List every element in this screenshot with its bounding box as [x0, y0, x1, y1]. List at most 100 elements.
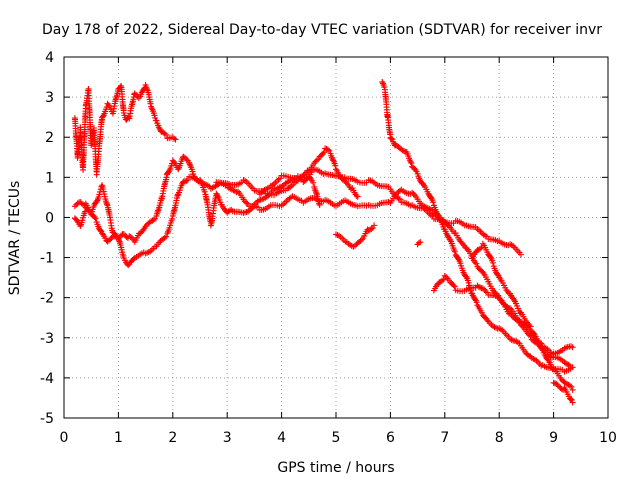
series-track-a [71, 81, 179, 178]
data-point [479, 268, 486, 275]
data-point [182, 154, 189, 161]
data-point [186, 161, 193, 168]
data-point [324, 146, 331, 153]
data-point [505, 310, 512, 317]
data-point [379, 78, 386, 85]
y-tick-label: 1 [45, 170, 54, 186]
data-point [184, 177, 191, 184]
data-point [148, 105, 155, 112]
axis-ticks [63, 56, 609, 419]
series-track-i [469, 240, 576, 393]
data-point [369, 225, 376, 232]
x-tick-label: 1 [114, 430, 123, 446]
data-point [569, 344, 576, 351]
data-point [399, 147, 406, 154]
data-point [417, 239, 424, 246]
data-point [451, 248, 458, 255]
data-point [526, 322, 533, 329]
x-tick-label: 3 [223, 430, 232, 446]
data-point [342, 178, 349, 185]
series-track-h [430, 272, 576, 358]
data-point [353, 192, 360, 199]
data-point [477, 284, 484, 291]
y-tick-label: 2 [45, 130, 54, 146]
data-point [420, 180, 427, 187]
data-point [441, 272, 448, 279]
x-axis-label: GPS time / hours [277, 460, 394, 476]
x-tick-label: 4 [277, 430, 286, 446]
data-point [104, 100, 111, 107]
series-track-j [550, 379, 576, 406]
data-point [562, 360, 569, 367]
data-point [450, 282, 457, 289]
data-point [553, 380, 560, 387]
data-point [169, 215, 176, 222]
data-point [381, 84, 388, 91]
data-point [407, 158, 414, 165]
series-track-e [256, 166, 524, 258]
data-point [243, 199, 250, 206]
data-point [99, 113, 106, 120]
data-point [152, 215, 159, 222]
data-point [504, 303, 511, 310]
y-tick-label: -1 [40, 251, 54, 267]
data-point [473, 260, 480, 267]
data-point [566, 382, 573, 389]
data-point [228, 206, 235, 213]
data-point [389, 136, 396, 143]
data-point [105, 237, 112, 244]
series-track-k [414, 239, 424, 248]
data-point [569, 386, 576, 393]
data-point [479, 285, 486, 292]
data-point [201, 188, 208, 195]
data-point [313, 157, 320, 164]
data-point [565, 361, 572, 368]
data-point [567, 396, 574, 403]
data-point [183, 177, 190, 184]
data-point [484, 317, 491, 324]
data-point [507, 305, 514, 312]
data-point [395, 195, 402, 202]
data-point [569, 364, 576, 371]
data-point [388, 135, 395, 142]
data-point [415, 239, 422, 246]
data-point [310, 179, 317, 186]
data-point [326, 147, 333, 154]
series-track-g [333, 222, 378, 250]
data-point [150, 216, 157, 223]
data-point [171, 135, 178, 142]
data-point [514, 302, 521, 309]
y-tick-label: -2 [40, 291, 54, 307]
data-point [530, 330, 537, 337]
series-track-b [71, 145, 361, 269]
y-tick-label: 3 [45, 90, 54, 106]
data-point [475, 283, 482, 290]
data-point [526, 331, 533, 338]
y-tick-label: -5 [40, 411, 54, 427]
data-point [481, 286, 488, 293]
data-point [163, 233, 169, 240]
data-point [330, 157, 337, 164]
y-tick-label: 4 [45, 50, 54, 66]
data-point [226, 207, 233, 214]
data-point [321, 149, 328, 156]
data-point [439, 277, 446, 284]
x-tick-label: 5 [332, 430, 341, 446]
x-tick-label: 9 [549, 430, 558, 446]
data-point [135, 94, 142, 101]
x-tick-label: 0 [60, 430, 69, 446]
data-point [214, 191, 221, 198]
data-point [161, 234, 168, 241]
data-point [241, 198, 248, 205]
y-tick-label: 0 [45, 210, 54, 226]
data-point [91, 213, 98, 220]
chart-title: Day 178 of 2022, Sidereal Day-to-day VTE… [42, 22, 602, 38]
data-point [437, 216, 444, 223]
data-point [107, 236, 114, 243]
data-point [183, 156, 190, 163]
data-point [125, 114, 132, 121]
data-point [473, 299, 480, 306]
data-point [163, 131, 169, 138]
data-point [477, 245, 484, 252]
